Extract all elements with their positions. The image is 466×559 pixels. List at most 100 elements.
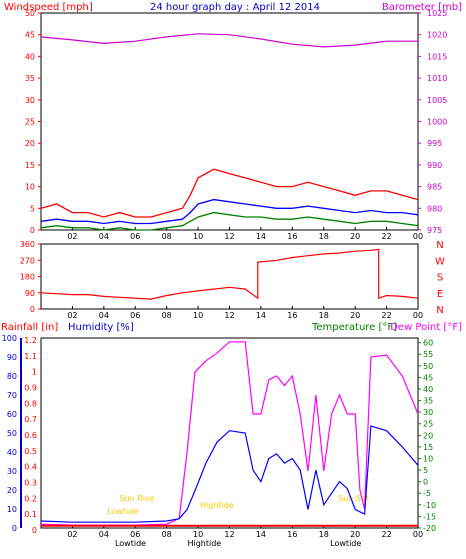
- temp-tick-label: 30: [423, 408, 433, 417]
- xtick-label: 08: [162, 311, 172, 320]
- direction-ytick-label: 270: [20, 256, 35, 265]
- wind-ytick-label: 10: [25, 183, 35, 192]
- baro-ytick-label: 990: [427, 161, 442, 170]
- humidity-tick-label: 80: [7, 372, 17, 381]
- rain-tick-label: 1.2: [24, 336, 37, 345]
- rain-tick-label: 0.7: [24, 415, 37, 424]
- wind-ytick-label: 0: [30, 226, 35, 235]
- temp-tick-label: 35: [423, 397, 433, 406]
- xtick-label: 12: [224, 530, 234, 539]
- xtick-label: 10: [193, 530, 203, 539]
- xtick-label: 14: [256, 530, 266, 539]
- humidity-tick-label: 0: [12, 524, 17, 533]
- xtick-label: 22: [381, 311, 391, 320]
- chart-title: 24 hour graph day : April 12 2014: [150, 2, 320, 13]
- xtick-label: 14: [256, 311, 266, 320]
- humidity-tick-label: 100: [2, 334, 17, 343]
- temp-tick-label: -10: [423, 501, 436, 510]
- wind-ytick-label: 40: [25, 52, 35, 61]
- xtick-label: 20: [350, 530, 360, 539]
- temp-tick-label: 20: [423, 431, 433, 440]
- baro-ytick-label: 1015: [427, 52, 447, 61]
- xtick-label: 18: [319, 232, 329, 241]
- xtick-label: 10: [193, 232, 203, 241]
- wind-min-series: [40, 211, 419, 231]
- humidity-tick-label: 90: [7, 353, 17, 362]
- xtick-label: 18: [319, 530, 329, 539]
- xtick-label: 20: [350, 311, 360, 320]
- baro-ytick-label: 995: [427, 139, 442, 148]
- temp-tick-label: 60: [423, 339, 433, 348]
- xtick-label: 20: [350, 232, 360, 241]
- temp-tick-label: 15: [423, 443, 433, 452]
- xtick-label: 22: [381, 530, 391, 539]
- xtick-label: 16: [287, 232, 297, 241]
- wind-ytick-label: 50: [25, 9, 35, 18]
- direction-ytick-label: 360: [20, 240, 35, 249]
- wind-plot-frame: [40, 12, 419, 231]
- baro-axis-label: Barometer [mb]: [382, 2, 462, 13]
- temp-tick-label: 45: [423, 373, 433, 382]
- baro-ytick-label: 1010: [427, 74, 447, 83]
- annotation-label: Hightide: [200, 501, 234, 510]
- temp-tick-label: 5: [423, 466, 428, 475]
- xtick-label: 04: [99, 530, 109, 539]
- humidity-tick-label: 40: [7, 448, 17, 457]
- rain-tick-label: 1: [32, 368, 37, 377]
- temp-tick-label: 40: [423, 385, 433, 394]
- rain-tick-label: 0: [32, 526, 37, 535]
- wind-direction-series: [40, 248, 419, 300]
- temp-tick-label: 50: [423, 362, 433, 371]
- xtick-label: 16: [287, 311, 297, 320]
- xtick-label: 10: [193, 311, 203, 320]
- rain-tick-label: 0.6: [24, 431, 37, 440]
- xtick-label: 00: [413, 311, 423, 320]
- xtick-label: 04: [99, 232, 109, 241]
- wind-ytick-label: 25: [25, 118, 35, 127]
- xtick-label: 14: [256, 232, 266, 241]
- humidity-tick-label: 20: [7, 486, 17, 495]
- rain-tick-label: 0.9: [24, 384, 37, 393]
- xtick-label: 12: [224, 311, 234, 320]
- compass-label: E: [437, 289, 443, 300]
- humidity-tick-label: 50: [7, 429, 17, 438]
- rain-tick-label: 0.3: [24, 479, 37, 488]
- humidity-tick-label: 30: [7, 467, 17, 476]
- wind-ytick-label: 30: [25, 96, 35, 105]
- annotation-label: Hightide: [187, 539, 221, 548]
- temp-tick-label: 55: [423, 350, 433, 359]
- temp-tick-label: 0: [423, 478, 428, 487]
- humidity-tick-label: 60: [7, 410, 17, 419]
- xtick-label: 02: [67, 232, 77, 241]
- xtick-label: 22: [381, 232, 391, 241]
- baro-ytick-label: 975: [427, 226, 442, 235]
- temp-tick-label: -15: [423, 512, 436, 521]
- direction-plot-frame: [40, 243, 419, 310]
- xtick-label: 02: [67, 530, 77, 539]
- baro-ytick-label: 1000: [427, 118, 447, 127]
- xtick-label: 06: [130, 311, 140, 320]
- xtick-label: 02: [67, 311, 77, 320]
- wind-ytick-label: 45: [25, 31, 35, 40]
- direction-ytick-label: 180: [20, 273, 35, 282]
- baro-ytick-label: 1020: [427, 31, 447, 40]
- rain-axis-label: Rainfall [in]: [1, 322, 58, 333]
- annotation-label: Sun Set: [338, 494, 369, 503]
- wind-ytick-label: 35: [25, 74, 35, 83]
- wind-avg-series: [40, 198, 419, 225]
- xtick-label: 00: [413, 530, 423, 539]
- xtick-label: 16: [287, 530, 297, 539]
- xtick-label: 08: [162, 530, 172, 539]
- annotation-label: Lowtide: [115, 539, 146, 548]
- compass-label: N: [436, 305, 443, 316]
- xtick-label: 18: [319, 311, 329, 320]
- annotation-label: Sun Rise: [120, 494, 155, 503]
- baro-ytick-label: 980: [427, 204, 442, 213]
- compass-label: W: [435, 256, 445, 267]
- temp-tick-label: -5: [423, 489, 431, 498]
- baro-ytick-label: 1025: [427, 9, 447, 18]
- annotation-label: Lowtide: [107, 507, 138, 516]
- humidity-axis-label: Humidity [%]: [68, 322, 134, 333]
- humidity-tick-label: 70: [7, 391, 17, 400]
